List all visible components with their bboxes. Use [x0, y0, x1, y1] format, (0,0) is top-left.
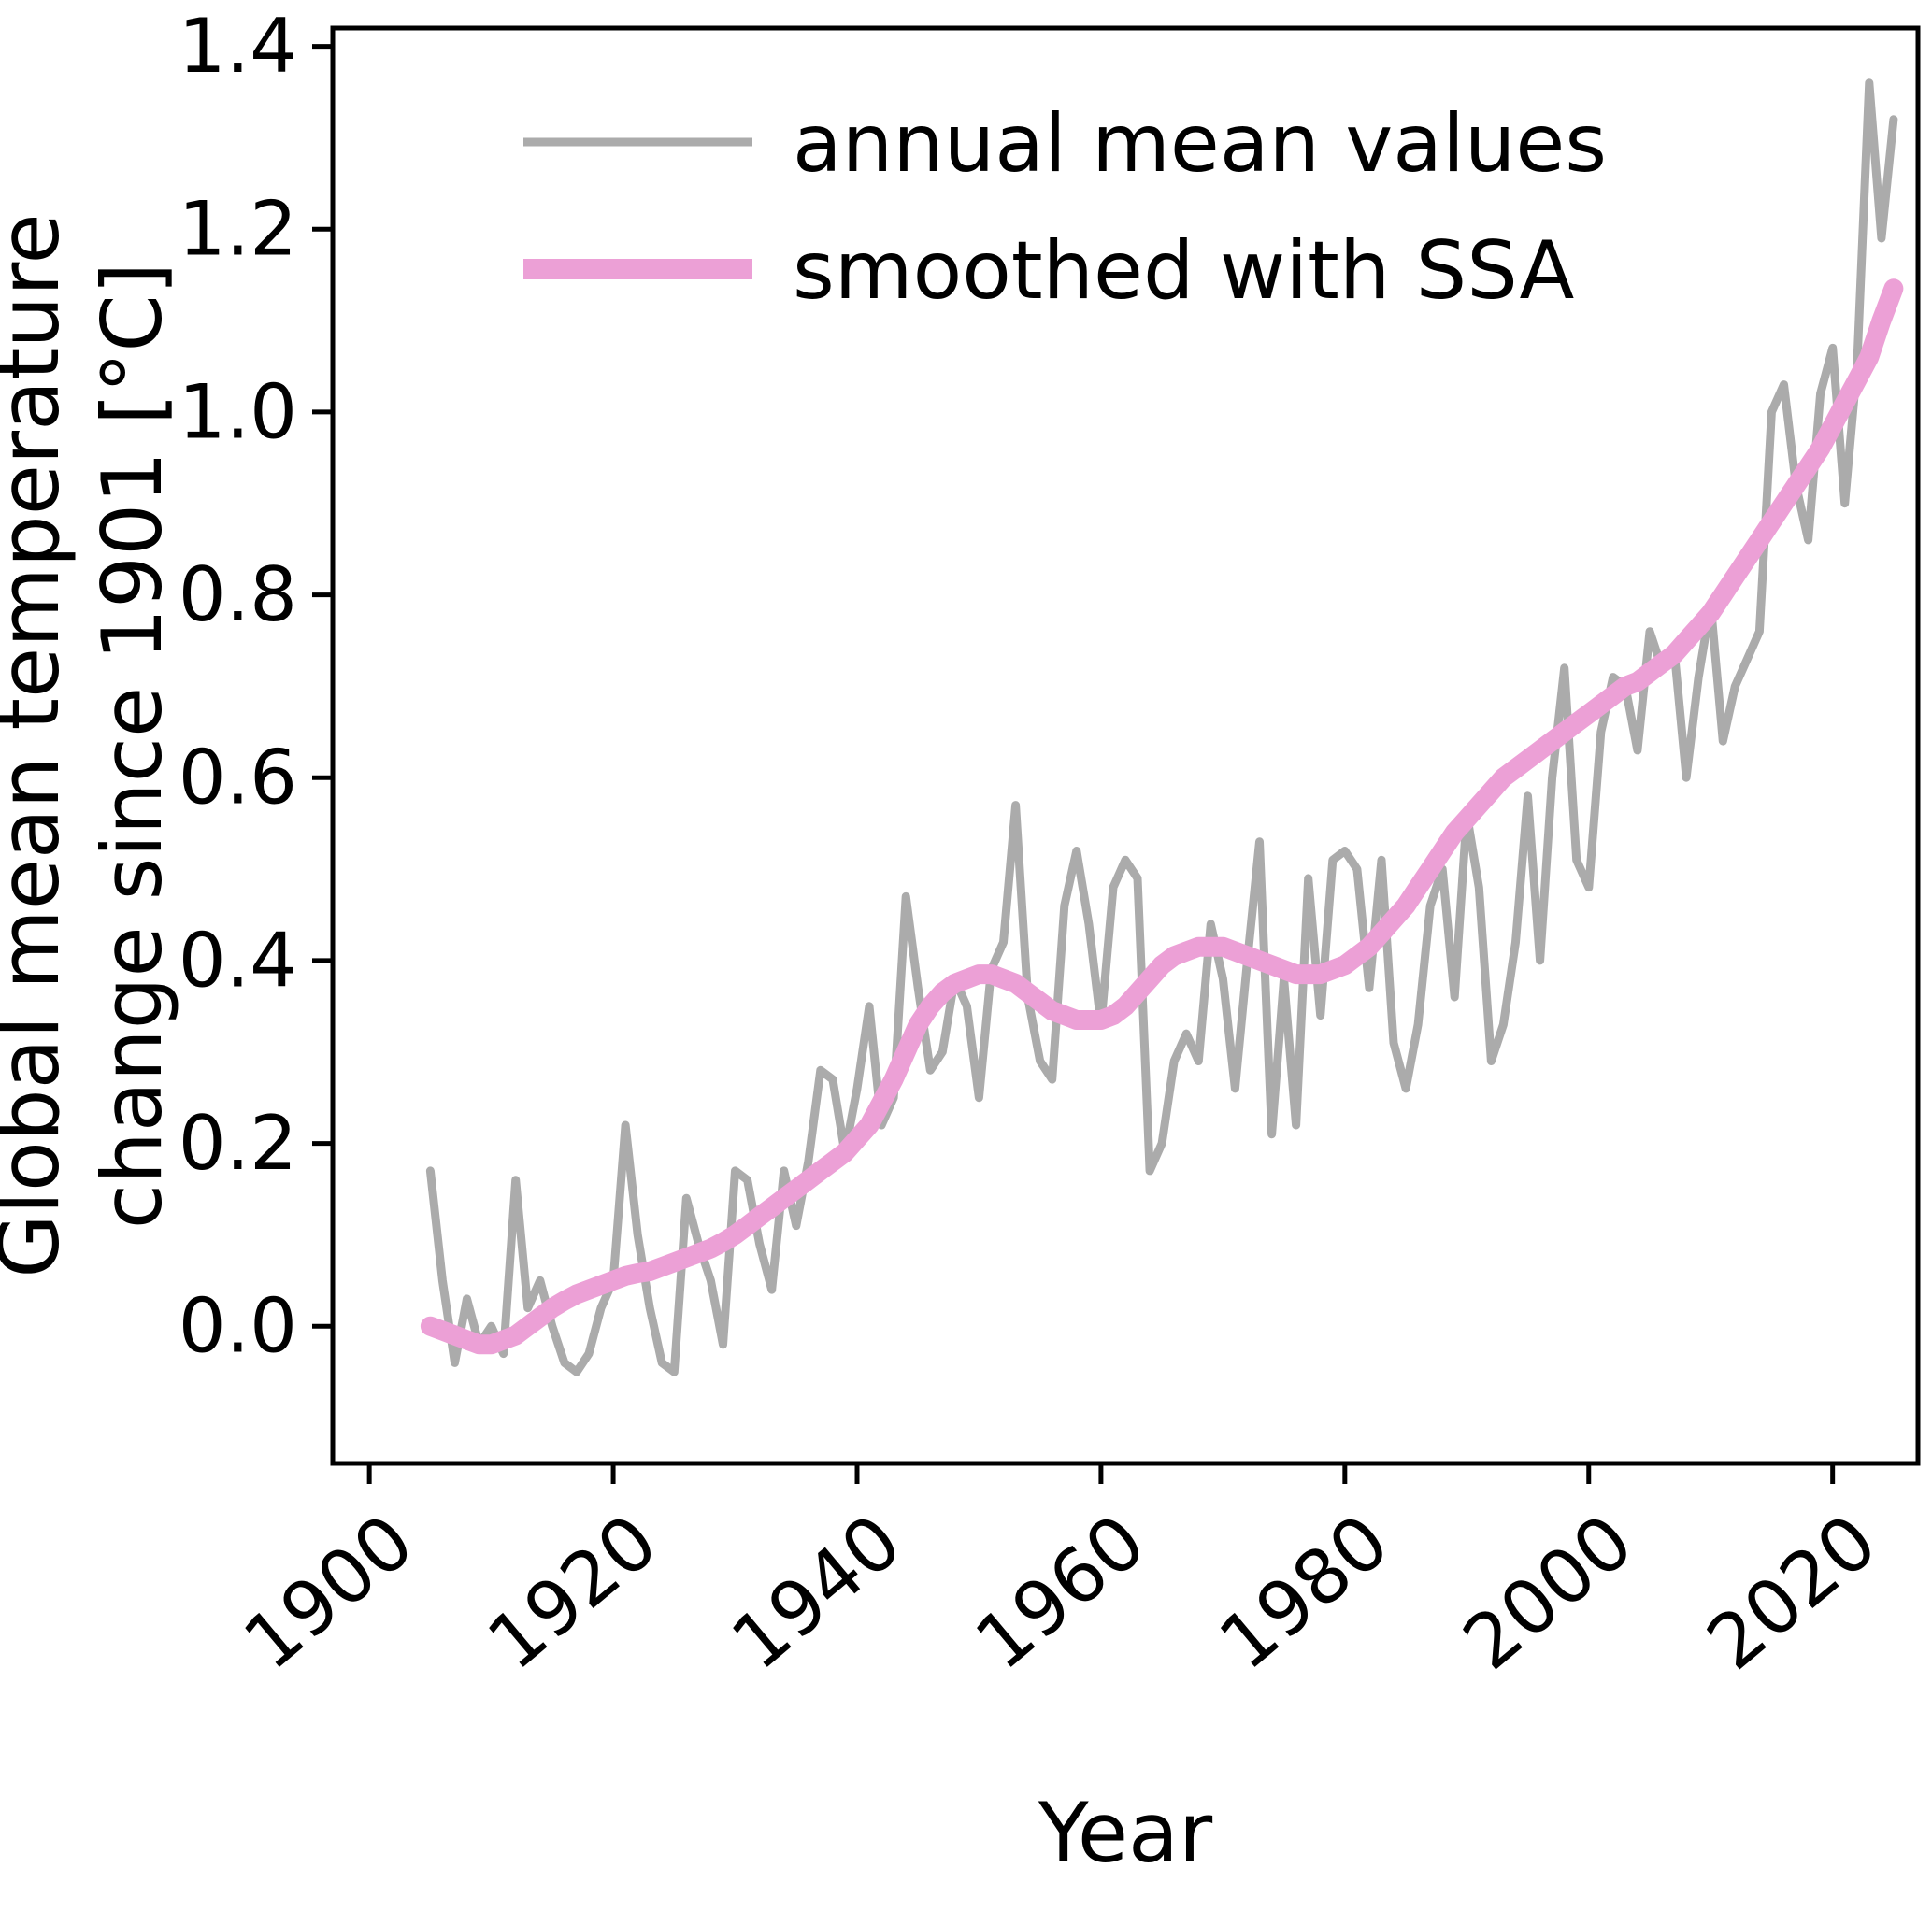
- y-tick-label: 1.4: [179, 3, 297, 90]
- legend: annual mean values smoothed with SSA: [523, 97, 1607, 318]
- x-axis-title: Year: [1038, 1785, 1213, 1881]
- legend-smoothed-label: smoothed with SSA: [793, 224, 1574, 318]
- y-tick-label: 0.4: [179, 917, 297, 1004]
- x-tick-label: 1940: [716, 1498, 918, 1687]
- y-tick-label: 0.2: [179, 1100, 297, 1187]
- x-tick-label: 1960: [959, 1498, 1161, 1687]
- y-tick-label: 1.0: [179, 368, 297, 455]
- y-axis: 0.0 0.2 0.4 0.6 0.8 1.0 1.2 1.4: [179, 3, 333, 1370]
- annual-mean-line: [425, 78, 1898, 1376]
- y-tick-label: 1.2: [179, 186, 297, 273]
- plot-series: [420, 78, 1904, 1376]
- y-tick-label: 0.6: [179, 734, 297, 821]
- x-axis: 1900 1920 1940 1960 1980 2000 2020: [228, 1463, 1893, 1687]
- ssa-smoothed-line: [420, 278, 1904, 1355]
- y-tick-label: 0.0: [179, 1283, 297, 1370]
- plot-frame: [330, 25, 1921, 1466]
- x-tick-label: 2020: [1691, 1498, 1893, 1687]
- y-tick-label: 0.8: [179, 551, 297, 638]
- y-axis-title-line2: change since 1901 [°C]: [84, 263, 180, 1229]
- x-tick-label: 2000: [1447, 1498, 1649, 1687]
- x-tick-label: 1980: [1203, 1498, 1405, 1687]
- y-axis-title-line1: Global mean temperature: [0, 213, 78, 1277]
- x-tick-label: 1900: [228, 1498, 430, 1687]
- x-tick-label: 1920: [472, 1498, 674, 1687]
- legend-annual-label: annual mean values: [793, 97, 1607, 191]
